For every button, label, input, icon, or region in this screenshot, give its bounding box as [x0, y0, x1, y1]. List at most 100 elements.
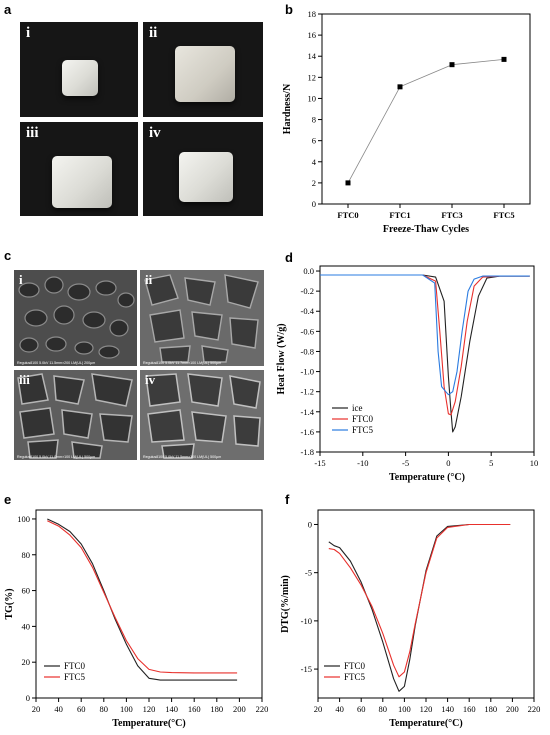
x-tick-label: -15 — [314, 458, 325, 468]
chart-d: 0.0-0.2-0.4-0.6-0.8-1.0-1.2-1.4-1.6-1.8-… — [276, 265, 539, 483]
y-tick-label: 4 — [312, 157, 317, 167]
hydrogel-cube — [52, 156, 112, 208]
x-tick-label: 100 — [398, 704, 411, 714]
y-tick-label: -1.8 — [301, 447, 314, 457]
y-tick-label: 10 — [308, 93, 317, 103]
x-tick-label: 200 — [506, 704, 519, 714]
x-tick-label: 220 — [528, 704, 541, 714]
series-line-ftc0 — [47, 518, 238, 681]
legend-label: FTC0 — [64, 661, 86, 671]
x-tick-label: -5 — [402, 458, 409, 468]
y-tick-label: -0.8 — [301, 346, 314, 356]
y-tick-label: -1.0 — [301, 367, 314, 377]
x-tick-label: -10 — [357, 458, 368, 468]
sem-caption: Regulus8100 5.0kV 11.0mm×100 LM(UL) 500µ… — [17, 455, 96, 459]
sem-caption: Regulus8100 5.0kV 11.7mm×100 LM(UL) 500µ… — [143, 361, 222, 365]
y-tick-label: 0 — [308, 519, 312, 529]
sem-texture — [14, 370, 137, 460]
x-tick-label: FTC0 — [337, 210, 358, 220]
x-tick-label: 140 — [441, 704, 454, 714]
x-tick-label: 10 — [530, 458, 539, 468]
panel-label-e: e — [4, 492, 12, 507]
sem-image-ii: ii Regulus8100 5.0kV 11.7mm×100 LM(UL) 5… — [140, 270, 264, 366]
x-tick-label: 100 — [120, 704, 133, 714]
photo-iii: iii — [20, 122, 138, 216]
hydrogel-cube — [179, 152, 233, 202]
y-tick-label: 40 — [22, 621, 31, 631]
photo-i: i — [20, 22, 138, 117]
series-line-ice — [320, 274, 530, 433]
legend-label: FTC5 — [64, 672, 86, 682]
photo-numeral: ii — [149, 25, 158, 41]
chart-b: 0 2 4 6 8 10 12 14 16 18 FTC0 FTC1 FTC3 FTC5 Freeze-Th… — [282, 9, 531, 235]
y-tick-label: 20 — [22, 657, 31, 667]
x-tick-label: 20 — [32, 704, 41, 714]
y-axis-label: TG(%) — [4, 588, 15, 619]
series-line-ftc0 — [320, 274, 530, 416]
sem-texture — [140, 270, 264, 366]
y-tick-label: 6 — [312, 136, 316, 146]
x-tick-label: FTC5 — [493, 210, 514, 220]
x-axis-label: Temperature (°C) — [389, 472, 465, 483]
y-tick-label: -15 — [301, 664, 312, 674]
plot-frame — [321, 13, 531, 205]
x-tick-label: 5 — [489, 458, 493, 468]
x-tick-label: 120 — [143, 704, 156, 714]
y-tick-label: 0.0 — [303, 266, 314, 276]
data-point — [397, 84, 403, 90]
x-axis-label: Temperature(°C) — [112, 718, 185, 729]
y-tick-label: 0 — [26, 693, 30, 703]
sem-caption: Regulus8100 5.0kV 11.5mm×100 LM(UL) 500µ… — [143, 455, 222, 459]
legend-label: ice — [352, 403, 363, 413]
hydrogel-cube — [62, 60, 98, 96]
x-tick-label: FTC3 — [441, 210, 462, 220]
sem-image-i: i Regulus8100 5.0kV 11.5mm×200 LM(UL) 20… — [14, 270, 137, 366]
series-line-ftc5 — [320, 274, 530, 396]
y-tick-label: -5 — [305, 568, 312, 578]
y-tick-label: -1.6 — [301, 427, 314, 437]
y-tick-label: 12 — [308, 72, 317, 82]
y-axis-label: Hardness/N — [282, 83, 293, 134]
sem-numeral: iv — [145, 372, 156, 387]
plot-frame — [319, 265, 535, 453]
sem-texture — [140, 370, 264, 460]
sem-caption: Regulus8100 5.0kV 11.5mm×200 LM(UL) 200µ… — [17, 361, 96, 365]
x-tick-label: 0 — [446, 458, 450, 468]
x-axis-label: Freeze-Thaw Cycles — [383, 224, 469, 235]
data-point — [345, 180, 351, 186]
x-tick-label: 160 — [463, 704, 476, 714]
y-tick-label: -0.4 — [301, 306, 315, 316]
y-tick-label: 18 — [308, 9, 317, 19]
x-tick-label: 20 — [314, 704, 323, 714]
y-tick-label: 60 — [22, 586, 31, 596]
legend-label: FTC5 — [352, 425, 374, 435]
panel-label-d: d — [285, 250, 293, 265]
series-line-ftc0 — [328, 523, 511, 692]
legend-label: FTC0 — [352, 414, 374, 424]
photo-numeral: iii — [26, 125, 39, 141]
panel-label-f: f — [285, 492, 290, 507]
y-tick-label: -1.4 — [301, 407, 315, 417]
x-tick-label: 60 — [77, 704, 86, 714]
data-point — [449, 62, 455, 68]
x-tick-label: 160 — [188, 704, 201, 714]
x-tick-label: 40 — [54, 704, 63, 714]
sem-numeral: iii — [19, 372, 30, 387]
panel-label-b: b — [285, 2, 293, 17]
panel-label-a: a — [4, 2, 12, 17]
photo-numeral: iv — [149, 125, 161, 141]
y-tick-label: 100 — [17, 514, 30, 524]
chart-f: 0 -5 -10 -15 20 40 60 80 100 120 140 160 180 200 220 Te… — [280, 509, 541, 729]
legend-label: FTC5 — [344, 672, 366, 682]
x-tick-label: 140 — [165, 704, 178, 714]
photo-iv: iv — [143, 122, 263, 216]
sem-numeral: i — [19, 272, 23, 287]
x-tick-label: 120 — [420, 704, 433, 714]
x-tick-label: 200 — [233, 704, 246, 714]
sem-image-iii: iii Regulus8100 5.0kV 11.0mm×100 LM(UL) … — [14, 370, 137, 460]
y-tick-label: 80 — [22, 550, 31, 560]
series-line-ftc5 — [47, 520, 238, 674]
y-tick-label: -1.2 — [301, 387, 314, 397]
sem-texture — [14, 270, 137, 366]
